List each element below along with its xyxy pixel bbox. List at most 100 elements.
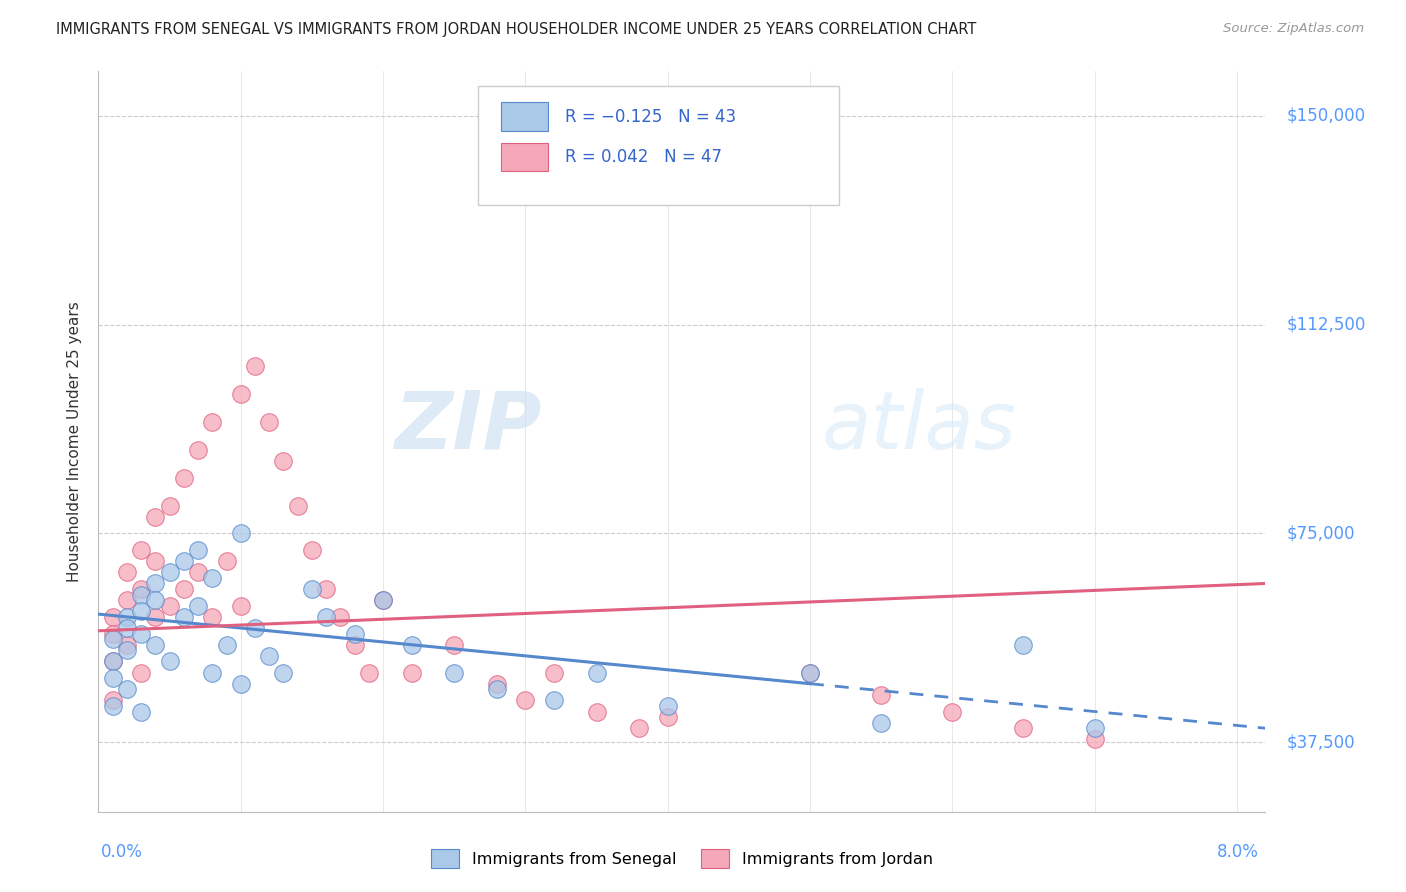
Point (485, 676, 508, 690)
Point (870, 688, 893, 702)
Point (143, 638, 166, 652)
Point (101, 693, 124, 707)
Point (543, 693, 565, 707)
Point (129, 705, 152, 719)
Point (101, 698, 124, 713)
Text: IMMIGRANTS FROM SENEGAL VS IMMIGRANTS FROM JORDAN HOUSEHOLDER INCOME UNDER 25 YE: IMMIGRANTS FROM SENEGAL VS IMMIGRANTS FR… (56, 22, 977, 37)
Point (173, 582, 195, 596)
Text: ZIP: ZIP (395, 388, 541, 466)
Point (187, 442, 209, 457)
Point (159, 499, 181, 513)
Y-axis label: Householder Income Under 25 years: Householder Income Under 25 years (67, 301, 83, 582)
Text: atlas: atlas (823, 388, 1017, 466)
Point (371, 593, 394, 607)
Point (101, 610, 124, 624)
Text: 0.0%: 0.0% (101, 843, 143, 861)
Point (443, 665, 465, 680)
Text: $150,000: $150,000 (1286, 107, 1365, 125)
Point (657, 710, 679, 724)
Point (287, 499, 309, 513)
Point (173, 471, 195, 485)
Point (273, 665, 295, 680)
Point (515, 693, 537, 707)
Point (101, 655, 124, 669)
Point (257, 648, 280, 663)
Point (357, 665, 380, 680)
Point (129, 665, 152, 680)
Point (101, 655, 124, 669)
Point (187, 543, 209, 558)
Point (101, 632, 124, 647)
Point (101, 671, 124, 685)
Point (799, 665, 821, 680)
Point (115, 682, 138, 697)
Point (143, 554, 166, 568)
Point (215, 554, 238, 568)
Point (1012, 721, 1035, 735)
Point (129, 588, 152, 602)
Point (187, 566, 209, 580)
Point (143, 576, 166, 591)
Point (201, 571, 224, 585)
Point (315, 610, 337, 624)
Point (201, 415, 224, 429)
Legend: Immigrants from Senegal, Immigrants from Jordan: Immigrants from Senegal, Immigrants from… (425, 843, 939, 874)
Point (585, 705, 607, 719)
Point (401, 638, 423, 652)
Point (115, 638, 138, 652)
Point (799, 665, 821, 680)
Point (173, 554, 195, 568)
Text: $37,500: $37,500 (1286, 733, 1355, 751)
Point (229, 599, 252, 613)
Point (870, 715, 893, 730)
Point (129, 626, 152, 640)
Point (101, 626, 124, 640)
Point (301, 543, 323, 558)
Point (1012, 638, 1035, 652)
FancyBboxPatch shape (501, 103, 548, 130)
Point (315, 582, 337, 596)
Point (229, 387, 252, 401)
Point (585, 665, 607, 680)
Point (229, 676, 252, 690)
Point (301, 582, 323, 596)
Point (201, 610, 224, 624)
Point (273, 454, 295, 468)
Point (115, 593, 138, 607)
Point (115, 610, 138, 624)
Point (115, 621, 138, 635)
Point (143, 610, 166, 624)
Point (257, 415, 280, 429)
Point (543, 665, 565, 680)
Point (129, 582, 152, 596)
Point (941, 705, 963, 719)
Point (159, 566, 181, 580)
Text: $75,000: $75,000 (1286, 524, 1355, 542)
Point (371, 593, 394, 607)
Point (443, 638, 465, 652)
Point (343, 638, 366, 652)
Text: R = 0.042   N = 47: R = 0.042 N = 47 (565, 148, 723, 166)
Text: R = −0.125   N = 43: R = −0.125 N = 43 (565, 108, 737, 126)
Point (485, 682, 508, 697)
Point (159, 599, 181, 613)
Point (329, 610, 352, 624)
Point (173, 610, 195, 624)
Point (187, 599, 209, 613)
Point (201, 665, 224, 680)
Point (1084, 721, 1107, 735)
Point (143, 593, 166, 607)
Point (401, 665, 423, 680)
Point (229, 526, 252, 541)
FancyBboxPatch shape (478, 87, 839, 204)
Text: Source: ZipAtlas.com: Source: ZipAtlas.com (1223, 22, 1364, 36)
Point (657, 698, 679, 713)
Point (215, 638, 238, 652)
Text: $112,500: $112,500 (1286, 316, 1367, 334)
Point (159, 655, 181, 669)
Text: 8.0%: 8.0% (1216, 843, 1258, 861)
Point (115, 566, 138, 580)
Point (115, 643, 138, 657)
Point (243, 359, 266, 374)
Point (129, 543, 152, 558)
